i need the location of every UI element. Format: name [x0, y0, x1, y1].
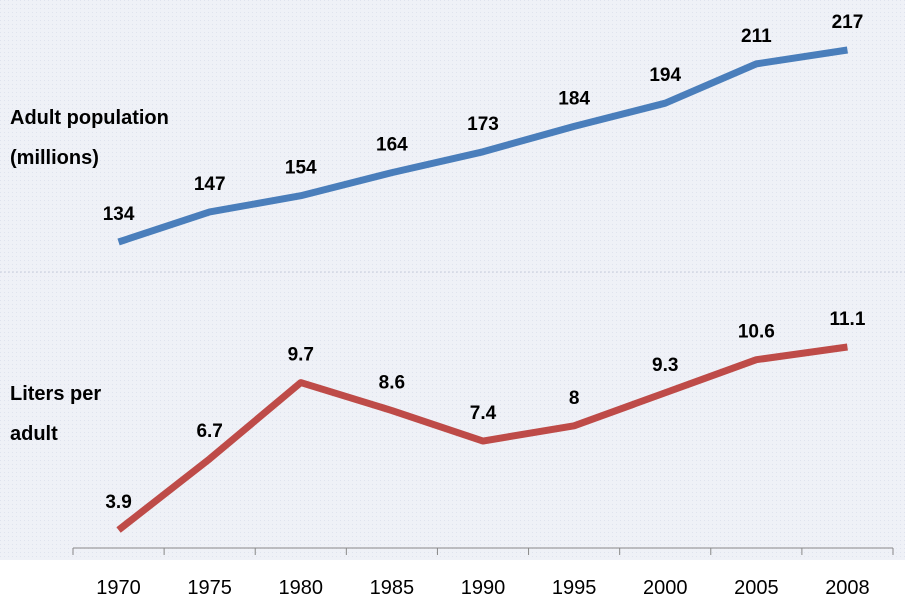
data-label: 9.7 [288, 345, 314, 366]
background [0, 0, 905, 560]
series-name: Liters per adult [10, 383, 102, 445]
data-label: 173 [467, 114, 499, 135]
x-tick-label: 1985 [370, 577, 415, 599]
data-label: 8.6 [379, 373, 405, 394]
axis-background [0, 560, 905, 608]
data-label: 8 [569, 388, 580, 409]
x-tick-label: 1995 [552, 577, 597, 599]
x-tick-label: 1980 [279, 577, 324, 599]
data-label: 211 [741, 26, 772, 47]
data-label: 9.3 [652, 355, 678, 376]
x-tick-label: 1975 [187, 577, 232, 599]
x-tick-label: 1970 [96, 577, 141, 599]
x-tick-label: 2000 [643, 577, 688, 599]
data-label: 164 [376, 135, 408, 156]
series-line [116, 343, 848, 533]
data-label: 217 [832, 12, 864, 33]
data-label: 134 [103, 204, 135, 225]
data-label: 7.4 [470, 403, 497, 424]
series-line [117, 46, 848, 246]
data-label: 154 [285, 158, 317, 179]
data-label: 10.6 [738, 322, 775, 343]
series-name: Adult population (millions) [10, 107, 169, 169]
x-tick-label: 2005 [734, 577, 779, 599]
data-label: 3.9 [105, 492, 131, 513]
x-tick-label: 1990 [461, 577, 506, 599]
data-label: 6.7 [196, 421, 222, 442]
data-label: 184 [558, 88, 590, 109]
data-label: 194 [649, 65, 681, 86]
data-label: 147 [194, 174, 226, 195]
data-label: 11.1 [829, 309, 865, 330]
x-tick-label: 2008 [825, 577, 870, 599]
